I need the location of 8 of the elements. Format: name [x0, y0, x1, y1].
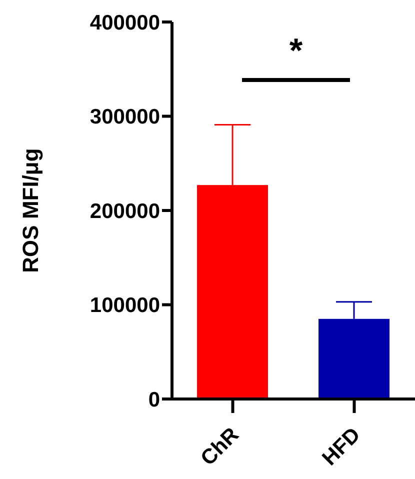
x-tick-label: ChR [196, 423, 244, 470]
y-tick-label: 300000 [90, 106, 160, 129]
annotation: * [288, 32, 304, 70]
y-tick-label: 400000 [90, 11, 160, 34]
y-tick-label: 200000 [90, 200, 160, 223]
y-tick-label: 0 [148, 388, 160, 412]
y-axis-title: ROS MFI/μg [18, 148, 43, 273]
y-tick-label: 100000 [90, 294, 160, 318]
